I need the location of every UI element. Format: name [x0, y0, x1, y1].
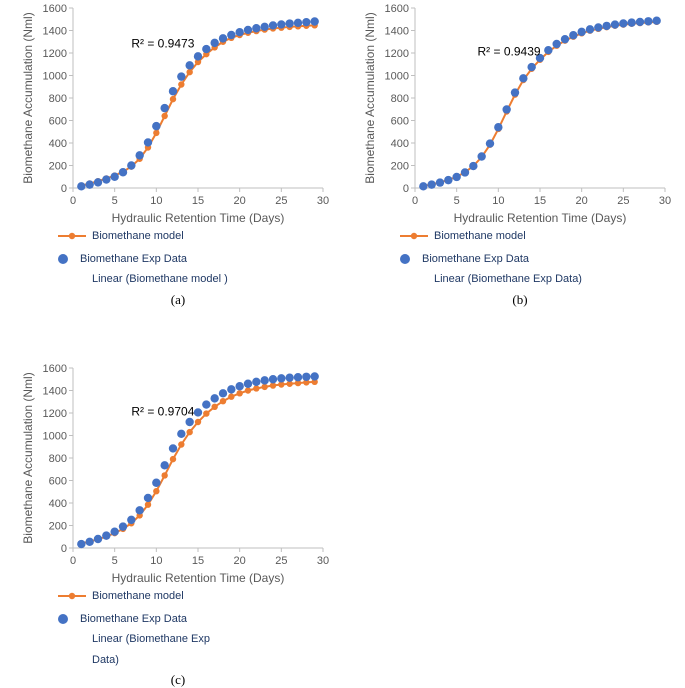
svg-text:25: 25 [275, 555, 287, 567]
svg-text:0: 0 [403, 183, 409, 195]
svg-text:600: 600 [49, 476, 67, 488]
svg-text:0: 0 [70, 195, 76, 207]
legend-exp-label: Biomethane Exp Data [80, 251, 187, 268]
svg-text:Hydraulic Retention Time (Days: Hydraulic Retention Time (Days) [454, 211, 627, 225]
svg-text:Hydraulic Retention Time (Days: Hydraulic Retention Time (Days) [112, 211, 285, 225]
svg-text:0: 0 [61, 543, 67, 555]
legend-linear-cont: Data) [58, 652, 338, 669]
svg-text:600: 600 [391, 116, 409, 128]
svg-text:R² = 0.9439: R² = 0.9439 [478, 44, 541, 58]
legend-exp-label: Biomethane Exp Data [80, 611, 187, 628]
legend-linear: Linear (Biomethane model ) [58, 271, 338, 288]
svg-text:5: 5 [454, 195, 460, 207]
svg-text:0: 0 [61, 183, 67, 195]
svg-text:1400: 1400 [385, 26, 409, 38]
legend-linear-label: Linear (Biomethane model ) [92, 271, 228, 288]
svg-text:10: 10 [150, 555, 162, 567]
svg-text:1200: 1200 [385, 48, 409, 60]
svg-text:10: 10 [150, 195, 162, 207]
svg-text:25: 25 [617, 195, 629, 207]
chart-legend: Biomethane model Biomethane Exp Data Lin… [18, 228, 338, 288]
legend-linear-label-line1: Linear (Biomethane Exp [92, 631, 210, 648]
svg-text:R² = 0.9473: R² = 0.9473 [131, 36, 194, 50]
legend-exp: Biomethane Exp Data [58, 611, 338, 628]
chart-plot: 0 200 400 600 800 1000 1200 1400 1600 0 5 10 15 20 25 3… [360, 0, 675, 228]
svg-text:10: 10 [492, 195, 504, 207]
svg-text:25: 25 [275, 195, 287, 207]
panel-caption-b: (b) [360, 292, 680, 308]
panel-b: 0 200 400 600 800 1000 1200 1400 1600 0 5 10 15 20 25 3… [360, 0, 680, 308]
panel-caption-a: (a) [18, 292, 338, 308]
svg-text:15: 15 [192, 195, 204, 207]
svg-text:200: 200 [49, 161, 67, 173]
svg-text:1000: 1000 [43, 71, 67, 83]
svg-text:1000: 1000 [43, 431, 67, 443]
svg-text:0: 0 [412, 195, 418, 207]
legend-model: Biomethane model [58, 588, 338, 605]
svg-text:1200: 1200 [43, 48, 67, 60]
chart-legend: Biomethane model Biomethane Exp Data Lin… [360, 228, 680, 288]
svg-text:400: 400 [49, 498, 67, 510]
svg-text:1400: 1400 [43, 26, 67, 38]
legend-exp: Biomethane Exp Data [58, 251, 338, 268]
svg-text:20: 20 [234, 195, 246, 207]
legend-exp-label: Biomethane Exp Data [422, 251, 529, 268]
svg-text:20: 20 [234, 555, 246, 567]
svg-text:1600: 1600 [385, 3, 409, 15]
svg-text:30: 30 [317, 195, 329, 207]
svg-text:800: 800 [49, 453, 67, 465]
legend-model: Biomethane model [58, 228, 338, 245]
legend-linear-label-line2: Data) [92, 652, 119, 669]
svg-text:15: 15 [192, 555, 204, 567]
svg-text:R² = 0.9704: R² = 0.9704 [131, 404, 194, 418]
svg-text:Biomethane Accumulation (Nml): Biomethane Accumulation (Nml) [363, 12, 377, 183]
svg-text:1000: 1000 [385, 71, 409, 83]
chart-plot: 0 200 400 600 800 1000 1200 1400 1600 0 5 10 15 20 25 3… [18, 360, 333, 588]
svg-text:0: 0 [70, 555, 76, 567]
legend-exp: Biomethane Exp Data [400, 251, 680, 268]
chart-plot: 0 200 400 600 800 1000 1200 1400 1600 0 5 10 15 20 25 3… [18, 0, 333, 228]
chart-legend: Biomethane model Biomethane Exp Data Lin… [18, 588, 338, 668]
svg-text:5: 5 [112, 555, 118, 567]
legend-linear-label: Linear (Biomethane Exp Data) [434, 271, 582, 288]
panel-c: 0 200 400 600 800 1000 1200 1400 1600 0 5 10 15 20 25 3… [18, 360, 338, 688]
legend-model: Biomethane model [400, 228, 680, 245]
svg-text:1600: 1600 [43, 363, 67, 375]
svg-text:1200: 1200 [43, 408, 67, 420]
svg-text:30: 30 [317, 555, 329, 567]
panel-caption-c: (c) [18, 672, 338, 688]
svg-text:30: 30 [659, 195, 671, 207]
panel-a: 0 200 400 600 800 1000 1200 1400 1600 0 5 10 15 20 25 3… [18, 0, 338, 308]
svg-text:Hydraulic Retention Time (Days: Hydraulic Retention Time (Days) [112, 571, 285, 585]
legend-model-label: Biomethane model [92, 588, 184, 605]
svg-text:Biomethane Accumulation (Nml): Biomethane Accumulation (Nml) [21, 12, 35, 183]
svg-text:1600: 1600 [43, 3, 67, 15]
svg-text:800: 800 [49, 93, 67, 105]
legend-linear: Linear (Biomethane Exp [58, 631, 338, 648]
svg-text:600: 600 [49, 116, 67, 128]
svg-text:15: 15 [534, 195, 546, 207]
svg-text:400: 400 [391, 138, 409, 150]
legend-model-label: Biomethane model [92, 228, 184, 245]
svg-text:Biomethane Accumulation (Nml): Biomethane Accumulation (Nml) [21, 372, 35, 543]
svg-text:200: 200 [49, 521, 67, 533]
svg-text:400: 400 [49, 138, 67, 150]
legend-model-label: Biomethane model [434, 228, 526, 245]
svg-text:800: 800 [391, 93, 409, 105]
svg-text:1400: 1400 [43, 386, 67, 398]
svg-text:20: 20 [576, 195, 588, 207]
svg-text:200: 200 [391, 161, 409, 173]
legend-linear: Linear (Biomethane Exp Data) [400, 271, 680, 288]
svg-text:5: 5 [112, 195, 118, 207]
